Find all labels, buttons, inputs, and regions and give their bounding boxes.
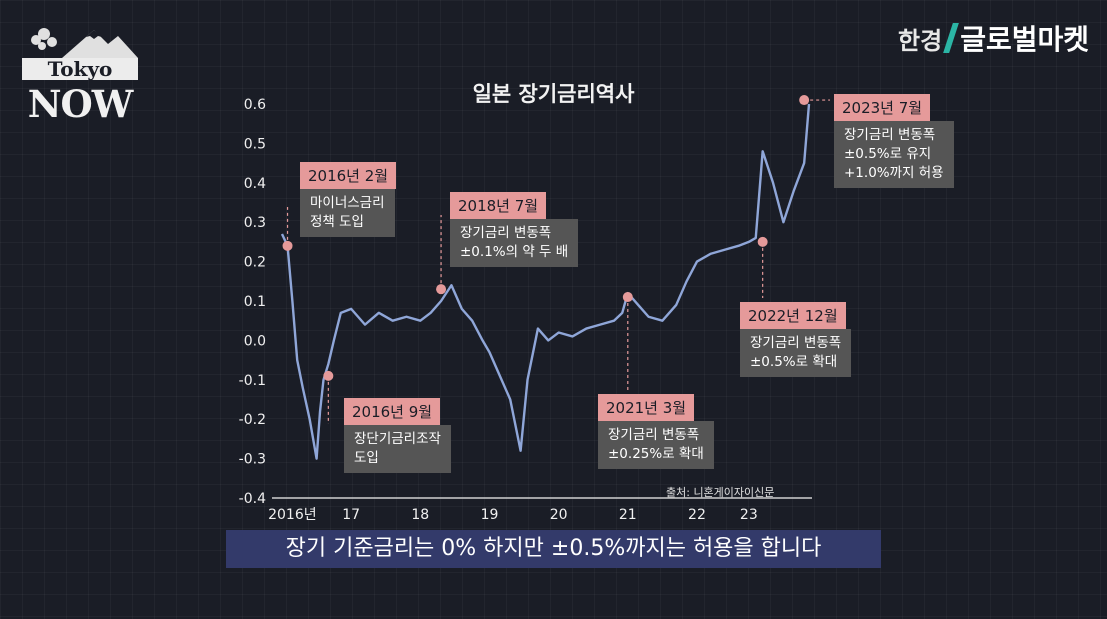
event-marker bbox=[622, 292, 633, 303]
event-marker bbox=[757, 236, 768, 247]
annotation-2022-dec: 2022년 12월 장기금리 변동폭 ±0.5%로 확대 bbox=[740, 302, 852, 377]
annotation-2021-mar: 2021년 3월 장기금리 변동폭 ±0.25%로 확대 bbox=[598, 394, 714, 469]
annotation-text: 장기금리 변동폭 ±0.1%의 약 두 배 bbox=[450, 219, 579, 267]
y-tick-label: 0.5 bbox=[244, 136, 266, 152]
event-marker bbox=[323, 370, 334, 381]
annotation-date: 2018년 7월 bbox=[450, 192, 547, 219]
y-tick-label: 0.0 bbox=[244, 333, 266, 349]
y-tick-label: -0.2 bbox=[239, 412, 266, 428]
event-marker bbox=[799, 95, 810, 106]
y-tick-label: -0.3 bbox=[239, 452, 266, 468]
annotation-2018-jul: 2018년 7월 장기금리 변동폭 ±0.1%의 약 두 배 bbox=[450, 192, 579, 267]
hankyung-brand: 한경 글로벌마켓 bbox=[898, 18, 1089, 58]
logo-now: NOW bbox=[27, 82, 134, 126]
annotation-text: 장기금리 변동폭 ±0.5%로 확대 bbox=[740, 329, 852, 377]
y-tick-label: -0.1 bbox=[239, 373, 266, 389]
x-tick-label: 23 bbox=[740, 507, 758, 523]
x-tick-label: 17 bbox=[342, 507, 360, 523]
annotation-2023-jul: 2023년 7월 장기금리 변동폭 ±0.5%로 유지 +1.0%까지 허용 bbox=[834, 94, 954, 188]
y-tick-label: 0.4 bbox=[244, 176, 266, 192]
logo-tokyo: Tokyo bbox=[22, 58, 138, 80]
annotation-text: 장기금리 변동폭 ±0.25%로 확대 bbox=[598, 421, 714, 469]
annotation-2016-sep: 2016년 9월 장단기금리조작 도입 bbox=[344, 398, 451, 473]
annotation-text: 장기금리 변동폭 ±0.5%로 유지 +1.0%까지 허용 bbox=[834, 121, 954, 188]
series-line bbox=[280, 103, 811, 460]
x-tick-label: 20 bbox=[550, 507, 568, 523]
annotation-text: 장단기금리조작 도입 bbox=[344, 425, 451, 473]
x-tick-label: 19 bbox=[481, 507, 499, 523]
annotation-date: 2016년 9월 bbox=[344, 398, 441, 425]
x-tick-label: 2016년 bbox=[268, 507, 317, 523]
annotation-2016-feb: 2016년 2월 마이너스금리 정책 도입 bbox=[300, 162, 397, 237]
x-tick-label: 18 bbox=[411, 507, 429, 523]
y-tick-label: -0.4 bbox=[239, 491, 266, 507]
mountain-flower-icon bbox=[31, 28, 138, 58]
tokyo-now-logo: Tokyo NOW bbox=[22, 22, 138, 126]
caption-subtitle: 장기 기준금리는 0% 하지만 ±0.5%까지는 허용을 합니다 bbox=[226, 530, 881, 568]
y-tick-label: 0.1 bbox=[244, 294, 266, 310]
chart-source: 출처: 니혼게이자이신문 bbox=[666, 486, 775, 499]
brand-global-market: 글로벌마켓 bbox=[960, 23, 1089, 56]
annotation-date: 2023년 7월 bbox=[834, 94, 931, 121]
annotation-date: 2016년 2월 bbox=[300, 162, 397, 189]
brand-hankyung: 한경 bbox=[898, 26, 943, 55]
x-tick-label: 21 bbox=[619, 507, 637, 523]
event-marker bbox=[436, 284, 447, 295]
annotation-text: 마이너스금리 정책 도입 bbox=[300, 189, 395, 237]
event-marker bbox=[282, 240, 293, 251]
annotation-date: 2022년 12월 bbox=[740, 302, 846, 329]
y-tick-label: 0.2 bbox=[244, 255, 266, 271]
annotation-date: 2021년 3월 bbox=[598, 394, 695, 421]
y-tick-label: 0.6 bbox=[244, 97, 266, 113]
x-tick-label: 22 bbox=[688, 507, 706, 523]
chart-title: 일본 장기금리역사 bbox=[472, 82, 635, 106]
y-tick-label: 0.3 bbox=[244, 215, 266, 231]
